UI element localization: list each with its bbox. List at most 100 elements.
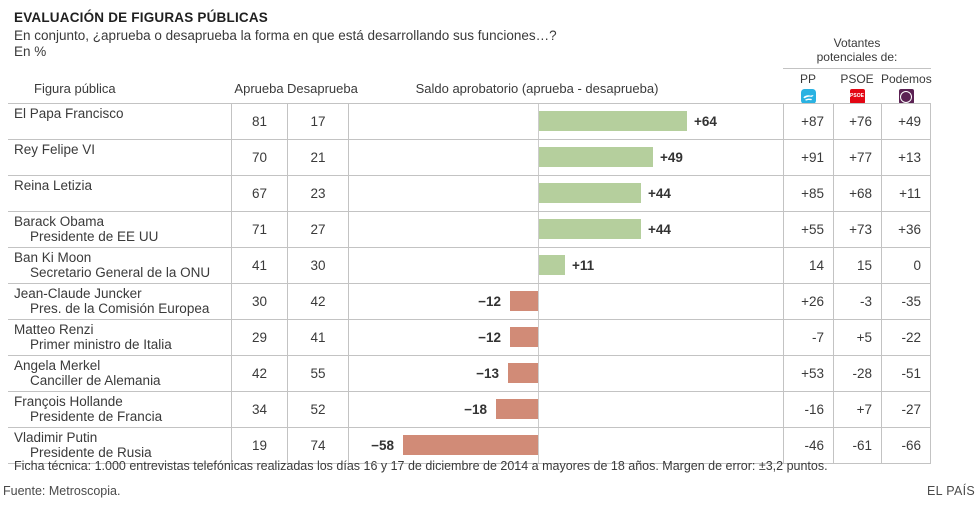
figure-name: Vladimir Putin xyxy=(14,430,98,445)
disapprove-value: 21 xyxy=(287,140,348,175)
psoe-value: +7 xyxy=(833,392,881,427)
balance-label: +49 xyxy=(660,150,683,165)
balance-label: −12 xyxy=(478,330,501,345)
podemos-value: -35 xyxy=(881,284,931,319)
podemos-value: +11 xyxy=(881,176,931,211)
podemos-value: 0 xyxy=(881,248,931,283)
balance-bar xyxy=(539,183,641,203)
figure-role: Presidente de EE UU xyxy=(30,229,159,244)
balance-bar xyxy=(539,147,653,167)
figure-role: Presidente de Francia xyxy=(30,409,163,424)
party-header-pp: PP xyxy=(783,72,833,104)
table-row: Angela Merkel Canciller de Alemania 42 5… xyxy=(8,355,931,391)
figure-role: Primer ministro de Italia xyxy=(30,337,172,352)
approve-value: 41 xyxy=(231,248,287,283)
party-label-psoe: PSOE xyxy=(840,72,874,86)
figure-role: Canciller de Alemania xyxy=(30,373,161,388)
figure-name: El Papa Francisco xyxy=(14,106,124,121)
balance-bar xyxy=(510,291,538,311)
podemos-value: -27 xyxy=(881,392,931,427)
pp-value: 14 xyxy=(783,248,833,283)
pp-value: +85 xyxy=(783,176,833,211)
pp-value: +55 xyxy=(783,212,833,247)
balance-bar-cell: +44 xyxy=(348,176,783,211)
balance-bar-cell: −13 xyxy=(348,356,783,391)
podemos-value: +36 xyxy=(881,212,931,247)
balance-bar xyxy=(496,399,538,419)
approve-value: 70 xyxy=(231,140,287,175)
pp-value: +53 xyxy=(783,356,833,391)
approve-value: 81 xyxy=(231,104,287,139)
table-row: Jean-Claude Juncker Pres. de la Comisión… xyxy=(8,283,931,319)
balance-bar-cell: −12 xyxy=(348,320,783,355)
balance-label: +44 xyxy=(648,186,671,201)
table-row: Reina Letizia 67 23 +44 +85 +68 +11 xyxy=(8,175,931,211)
psoe-value: +68 xyxy=(833,176,881,211)
pp-logo-icon xyxy=(800,89,816,104)
brand-label: EL PAÍS xyxy=(927,484,975,498)
col-header-aprueba: Aprueba xyxy=(234,81,284,96)
psoe-value: +73 xyxy=(833,212,881,247)
podemos-value: -22 xyxy=(881,320,931,355)
approve-value: 19 xyxy=(231,428,287,463)
psoe-value: +76 xyxy=(833,104,881,139)
col-header-figura: Figura pública xyxy=(34,81,116,96)
approve-value: 42 xyxy=(231,356,287,391)
column-header-row: Figura pública Aprueba Desaprueba Saldo … xyxy=(8,76,931,103)
balance-bar xyxy=(403,435,538,455)
figure-name: Reina Letizia xyxy=(14,178,93,193)
party-label-pp: PP xyxy=(799,72,816,86)
psoe-value: -61 xyxy=(833,428,881,463)
balance-bar-cell: +49 xyxy=(348,140,783,175)
pp-value: -46 xyxy=(783,428,833,463)
figure-name: François Hollande xyxy=(14,394,123,409)
balance-label: +64 xyxy=(694,114,717,129)
psoe-value: +5 xyxy=(833,320,881,355)
balance-bar-cell: +11 xyxy=(348,248,783,283)
balance-label: −13 xyxy=(476,366,499,381)
podemos-value: -51 xyxy=(881,356,931,391)
disapprove-value: 52 xyxy=(287,392,348,427)
balance-label: −58 xyxy=(371,438,394,453)
psoe-value: -28 xyxy=(833,356,881,391)
approve-value: 30 xyxy=(231,284,287,319)
disapprove-value: 41 xyxy=(287,320,348,355)
figure-name: Rey Felipe VI xyxy=(14,142,96,157)
table-row: Ban Ki Moon Secretario General de la ONU… xyxy=(8,247,931,283)
party-label-podemos: Podemos xyxy=(881,72,932,86)
pp-value: +91 xyxy=(783,140,833,175)
figure-role: Secretario General de la ONU xyxy=(30,265,211,280)
balance-label: +11 xyxy=(572,258,595,273)
balance-bar-cell: −18 xyxy=(348,392,783,427)
balance-bar-cell: +44 xyxy=(348,212,783,247)
party-header-podemos: Podemos xyxy=(881,72,932,104)
source-label: Fuente: Metroscopia. xyxy=(3,484,121,498)
balance-label: −12 xyxy=(478,294,501,309)
figure-role: Pres. de la Comisión Europea xyxy=(30,301,210,316)
podemos-value: +13 xyxy=(881,140,931,175)
balance-bar-cell: −12 xyxy=(348,284,783,319)
figure-name: Matteo Renzi xyxy=(14,322,94,337)
disapprove-value: 27 xyxy=(287,212,348,247)
psoe-logo-icon: PSOE xyxy=(849,89,865,104)
figures-table: El Papa Francisco 81 17 +64 +87 +76 +49 … xyxy=(8,103,931,464)
podemos-value: -66 xyxy=(881,428,931,463)
disapprove-value: 55 xyxy=(287,356,348,391)
balance-label: +44 xyxy=(648,222,671,237)
table-row: El Papa Francisco 81 17 +64 +87 +76 +49 xyxy=(8,103,931,139)
disapprove-value: 30 xyxy=(287,248,348,283)
pp-value: -16 xyxy=(783,392,833,427)
disapprove-value: 74 xyxy=(287,428,348,463)
voters-header-block: Votantes potenciales de: PP PSOE PSOE xyxy=(783,36,932,104)
balance-bar-cell: −58 xyxy=(348,428,783,463)
balance-bar-cell: +64 xyxy=(348,104,783,139)
approve-value: 67 xyxy=(231,176,287,211)
psoe-value: 15 xyxy=(833,248,881,283)
party-header-psoe: PSOE PSOE xyxy=(833,72,881,104)
figure-role: Presidente de Rusia xyxy=(30,445,152,460)
podemos-value: +49 xyxy=(881,104,931,139)
table-row: Rey Felipe VI 70 21 +49 +91 +77 +13 xyxy=(8,139,931,175)
pp-value: +87 xyxy=(783,104,833,139)
psoe-value: -3 xyxy=(833,284,881,319)
